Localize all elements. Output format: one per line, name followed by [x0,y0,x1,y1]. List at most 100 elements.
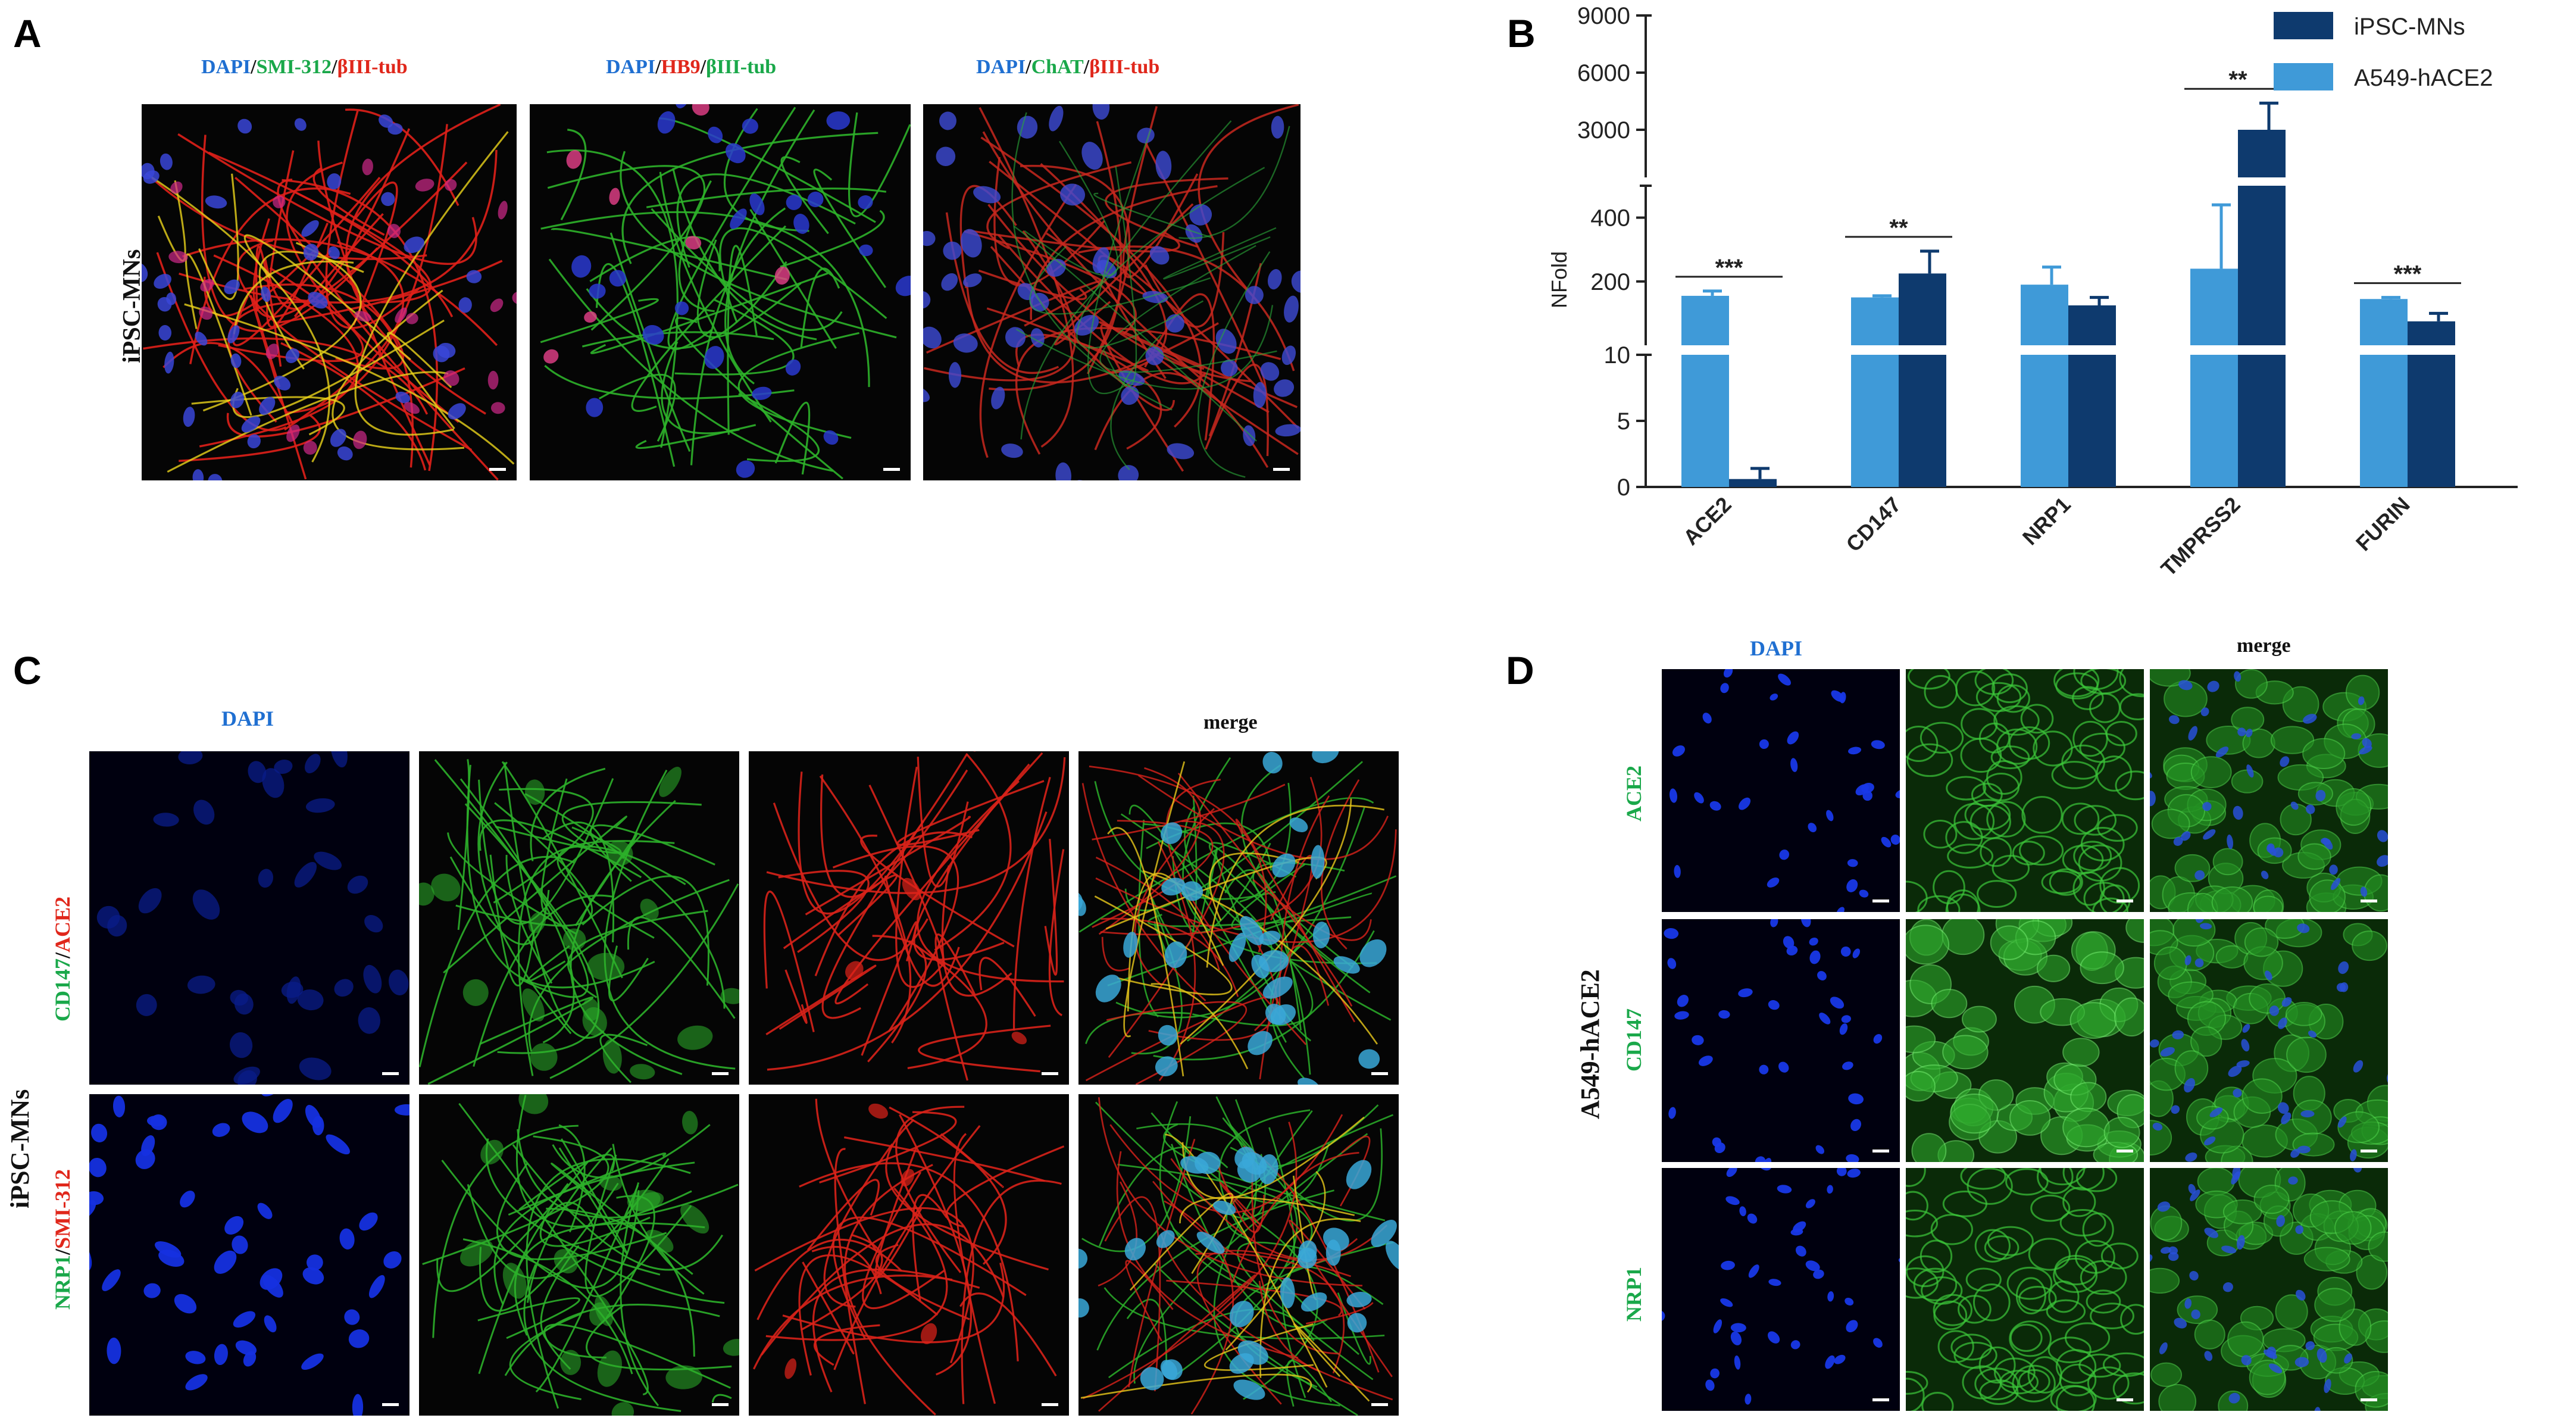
image-a-smi312 [142,104,517,480]
caption-part: / [700,56,706,78]
panel-c-col-merge: merge [1203,711,1258,733]
scale-bar [382,1403,399,1406]
caption-part: / [1026,56,1031,78]
panel-label-b: B [1507,11,1536,55]
x-tick-label: TMPRSS2 [2156,492,2244,581]
image-a-chat [923,104,1300,480]
legend-swatch [2274,63,2333,90]
panel-d-col-dapi: DAPI [1750,636,1802,660]
legend-swatch [2274,12,2333,39]
bar-segment-low [1729,479,1777,487]
bar-segment-mid [1899,273,1946,345]
caption-part: / [332,56,337,78]
scale-bar [2361,1150,2377,1152]
y-axis-label: NFold [1547,251,1571,308]
significance-label: ** [2228,67,2247,93]
image-d-cd147-merge [2150,919,2388,1162]
caption-part: ACE2 [51,896,74,952]
significance-label: ** [1889,215,1908,241]
scale-bar [883,468,900,471]
y-tick-label: 10 [1604,342,1631,368]
scale-bar [1042,1072,1058,1075]
significance-label: *** [2394,261,2422,288]
scale-bar [1042,1403,1058,1406]
image-a-hb9 [530,104,911,480]
y-tick-label: 400 [1590,205,1630,232]
scale-bar [2361,1398,2377,1401]
caption-part: / [251,56,257,78]
image-d-ace2-green [1906,669,2144,912]
caption-part: / [51,1248,74,1255]
image-d-cd147-green [1906,919,2144,1162]
image-c-r1-merge [1078,751,1399,1085]
caption-part: / [51,952,74,958]
scale-bar [2117,899,2133,902]
x-tick-label: NRP1 [2018,492,2075,550]
y-tick-label: 6000 [1577,60,1630,86]
scale-bar [712,1403,729,1406]
caption-part: SMI-312 [51,1169,74,1249]
caption-a3: DAPI/ChAT/βIII-tub [976,56,1159,79]
legend-label: A549-hACE2 [2354,65,2493,91]
scale-bar [489,468,506,471]
scale-bar [1872,1150,1889,1152]
x-tick-label: CD147 [1841,492,1905,557]
bar-segment-mid [1681,295,1729,345]
bar-segment-mid [1851,297,1899,345]
caption-part: βIII-tub [706,56,777,78]
caption-part: DAPI [606,56,656,78]
panel-d-col-merge: merge [2237,635,2291,657]
bar-segment-low [1899,355,1946,487]
panel-c-row1-label: CD147/ACE2 [50,897,75,1022]
caption-part: ChAT [1031,56,1084,78]
image-c-r1-dapi [89,751,409,1085]
caption-part: / [1083,56,1090,78]
scale-bar [382,1072,399,1075]
panel-c-row2-label: NRP1/SMI-312 [50,1169,75,1310]
bar-segment-mid [2238,186,2286,345]
caption-part: DAPI [976,56,1026,78]
panel-c-col-dapi: DAPI [221,707,274,730]
panel-d-row-label: A549-hACE2 [1575,969,1605,1119]
bar-segment-low [1851,355,1899,487]
scale-bar [1872,899,1889,902]
caption-part: βIII-tub [1089,56,1160,78]
image-d-ace2-dapi [1662,669,1900,912]
y-tick-label: 200 [1590,269,1630,295]
bar-segment-low [2360,355,2408,487]
caption-part: NRP1 [51,1255,74,1310]
bar-segment-high [2238,130,2286,177]
image-c-r1-red [749,751,1069,1085]
bar-segment-mid [2021,285,2068,345]
bar-segment-mid [2190,268,2238,345]
bar-segment-low [1681,355,1729,487]
image-d-ace2-merge [2150,669,2388,912]
caption-part: HB9 [661,56,701,78]
image-c-r2-green [419,1094,739,1416]
panel-d-row-cd147: CD147 [1622,1008,1646,1072]
caption-a1: DAPI/SMI-312/βIII-tub [201,56,408,79]
image-d-nrp1-dapi [1662,1168,1900,1411]
caption-part: DAPI [201,56,251,78]
bar-segment-mid [2408,321,2455,345]
caption-part: βIII-tub [337,56,408,78]
image-d-nrp1-green [1906,1168,2144,1411]
scale-bar [2117,1150,2133,1152]
panel-label-a: A [13,11,42,55]
bar-segment-low [2408,355,2455,487]
bar-segment-low [2021,355,2068,487]
scale-bar [1273,468,1290,471]
legend-label: iPSC-MNs [2354,14,2465,40]
scale-bar [1371,1072,1388,1075]
panel-d-row-nrp1: NRP1 [1622,1267,1646,1322]
panel-d-row-ace2: ACE2 [1622,765,1646,822]
caption-part: / [655,56,661,78]
panel-c-row-label: iPSC-MNs [5,1089,35,1208]
panel-label-c: C [13,648,42,692]
bar-chart: 0 5 10 200 400 3000 6000 9000 NFold ACE2 CD147 NRP1… [1547,3,2518,581]
x-tick-label: ACE2 [1678,492,1736,550]
caption-a2: DAPI/HB9/βIII-tub [606,56,776,79]
scale-bar [1371,1403,1388,1406]
image-c-r2-dapi [89,1094,409,1416]
scale-bar [2117,1398,2133,1401]
